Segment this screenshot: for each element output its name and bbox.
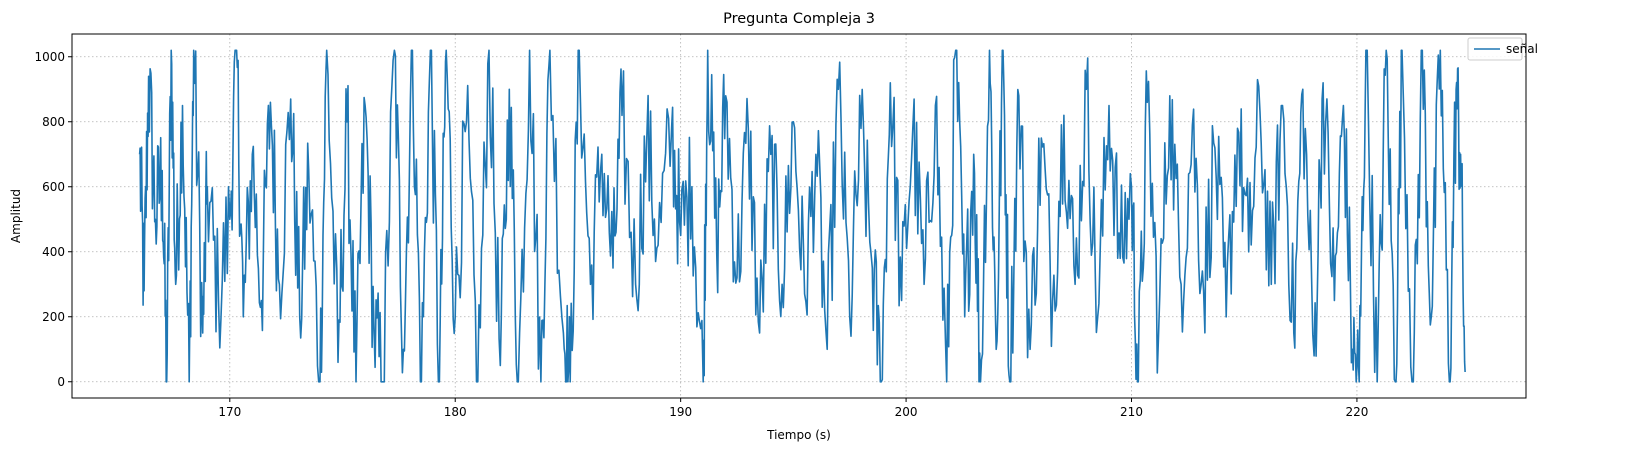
legend: señal: [1467, 37, 1538, 61]
x-axis-title: Tiempo (s): [766, 428, 831, 442]
axes-frame: [71, 33, 1527, 399]
y-axis-title: Amplitud: [9, 189, 23, 243]
y-tick-label: 200: [42, 310, 65, 324]
y-tick-label: 600: [42, 180, 65, 194]
grid: [72, 34, 1526, 398]
y-tick-label: 800: [42, 115, 65, 129]
y-axis-ticks: 0 200 400 600 800 1000: [34, 50, 72, 389]
x-axis-ticks: 170 180 190 200 210 220: [218, 398, 1368, 419]
y-tick-label: 1000: [34, 50, 65, 64]
series-line-senal: [138, 49, 1466, 383]
legend-label-senal: señal: [1506, 42, 1538, 56]
y-tick-label: 0: [57, 375, 65, 389]
chart-title: Pregunta Compleja 3: [723, 11, 875, 27]
x-tick-label: 220: [1345, 405, 1368, 419]
y-tick-label: 400: [42, 245, 65, 259]
x-tick-label: 180: [444, 405, 467, 419]
plot-area: [138, 49, 1466, 383]
x-tick-label: 210: [1120, 405, 1143, 419]
x-tick-label: 190: [669, 405, 692, 419]
x-tick-label: 200: [895, 405, 918, 419]
x-tick-label: 170: [218, 405, 241, 419]
